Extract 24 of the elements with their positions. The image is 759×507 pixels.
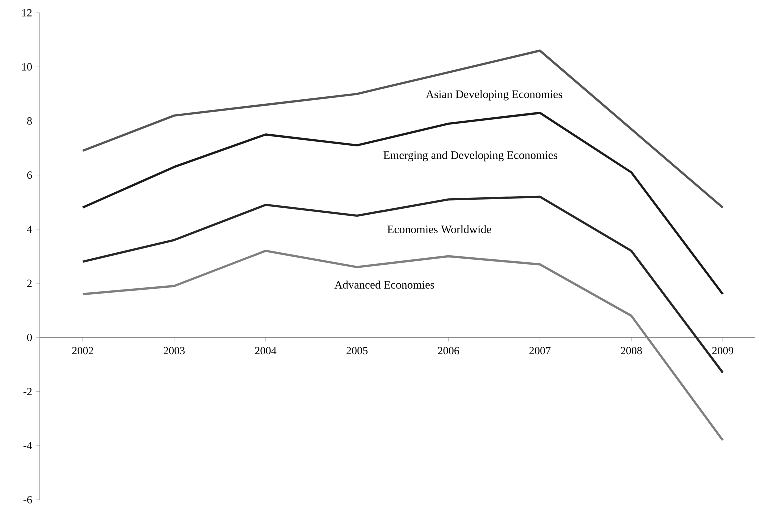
series-label: Asian Developing Economies <box>426 90 562 101</box>
x-tick-label: 2002 <box>72 347 94 355</box>
y-tick-label: 10 <box>22 63 32 71</box>
x-tick-label: 2004 <box>255 347 277 355</box>
y-tick-label: -2 <box>24 388 32 396</box>
x-tick-label: 2005 <box>346 347 368 355</box>
y-tick-label: 4 <box>27 226 32 234</box>
y-tick-label: -4 <box>24 442 32 450</box>
y-tick-label: 2 <box>27 280 32 288</box>
y-tick-label: -6 <box>24 496 32 504</box>
x-tick-label: 2006 <box>438 347 460 355</box>
series-label: Economies Worldwide <box>388 225 492 234</box>
line-series <box>82 112 724 296</box>
x-tick-label: 2009 <box>712 347 734 355</box>
y-tick-label: 12 <box>22 9 32 17</box>
y-tick-label: 0 <box>27 334 32 342</box>
x-tick-label: 2003 <box>164 347 185 355</box>
y-tick-label: 6 <box>27 172 32 180</box>
y-tick-label: 8 <box>27 118 32 125</box>
line-series <box>82 50 724 209</box>
x-tick-label: 2007 <box>530 347 551 355</box>
series-label: Advanced Economies <box>334 280 434 289</box>
x-tick-label: 2008 <box>621 347 642 355</box>
series-label: Emerging and Developing Economies <box>384 151 558 162</box>
